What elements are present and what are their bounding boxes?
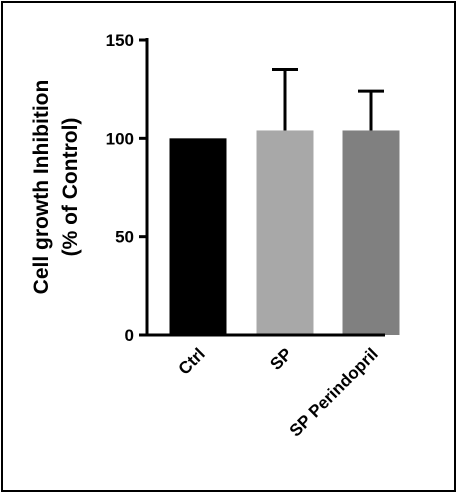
y-axis-title-line1: Cell growth Inhibition [30, 80, 53, 295]
y-ticks-layer: 0 50 100 150 [106, 31, 147, 345]
bar-ctrl [169, 138, 227, 335]
x-tick-label-sp: SP [266, 344, 295, 373]
x-tick-label-ctrl: Ctrl [175, 344, 209, 378]
y-tick-label-0: 0 [125, 326, 134, 345]
x-tick-label-sp-perindopril: SP Perindopril [286, 344, 382, 440]
y-axis-title-line2: (% of Control) [59, 118, 82, 257]
bars-layer [169, 130, 400, 335]
y-tick-label-150: 150 [106, 31, 134, 50]
y-axis-title: Cell growth Inhibition (% of Control) [30, 80, 82, 295]
bar-sp-perindopril [342, 130, 400, 335]
axes-layer [145, 38, 385, 337]
y-tick-label-50: 50 [115, 228, 134, 247]
error-bars-layer [272, 68, 384, 131]
bar-sp [256, 130, 314, 335]
y-tick-label-100: 100 [106, 129, 134, 148]
